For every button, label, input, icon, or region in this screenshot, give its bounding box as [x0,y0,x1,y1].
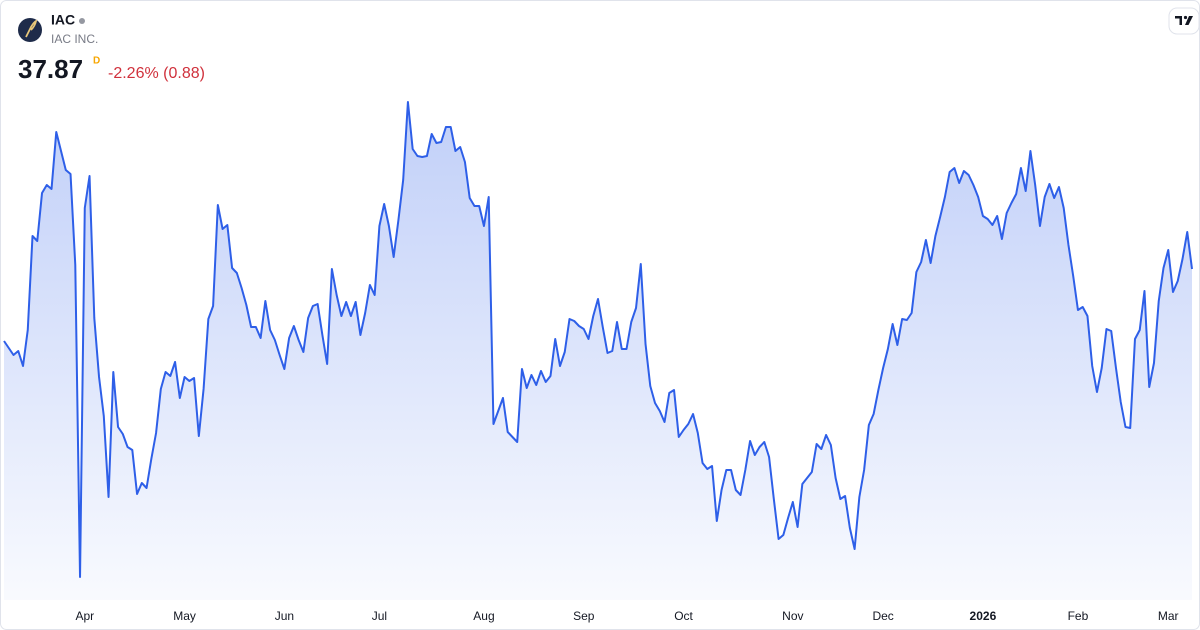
interval: D [93,56,100,67]
company-name: IAC INC. [51,32,98,46]
x-tick-label: 2026 [970,609,997,623]
x-tick-label: Apr [75,609,94,623]
company-logo [18,18,42,42]
x-tick-label: Jul [372,609,387,623]
status-dot [79,18,85,24]
x-tick-label: Nov [782,609,803,623]
tradingview-logo[interactable] [1168,7,1200,35]
x-tick-label: Mar [1158,609,1179,623]
x-tick-label: Sep [573,609,595,623]
x-tick-label: Dec [872,609,893,623]
x-tick-label: May [173,609,196,623]
price-line [3,101,1193,578]
x-tick-label: Jun [275,609,294,623]
x-tick-label: Aug [473,609,494,623]
x-tick-label: Feb [1068,609,1089,623]
price: 37.87 [18,54,83,84]
area-fill [4,102,1192,600]
symbol: IAC [51,12,75,28]
plot-area: Apr May Jun Jul Aug Sep Oct Nov Dec 2026 Feb Mar [3,101,1193,623]
price-change: -2.26% (0.88) [108,65,205,82]
x-tick-label: Oct [674,609,693,623]
